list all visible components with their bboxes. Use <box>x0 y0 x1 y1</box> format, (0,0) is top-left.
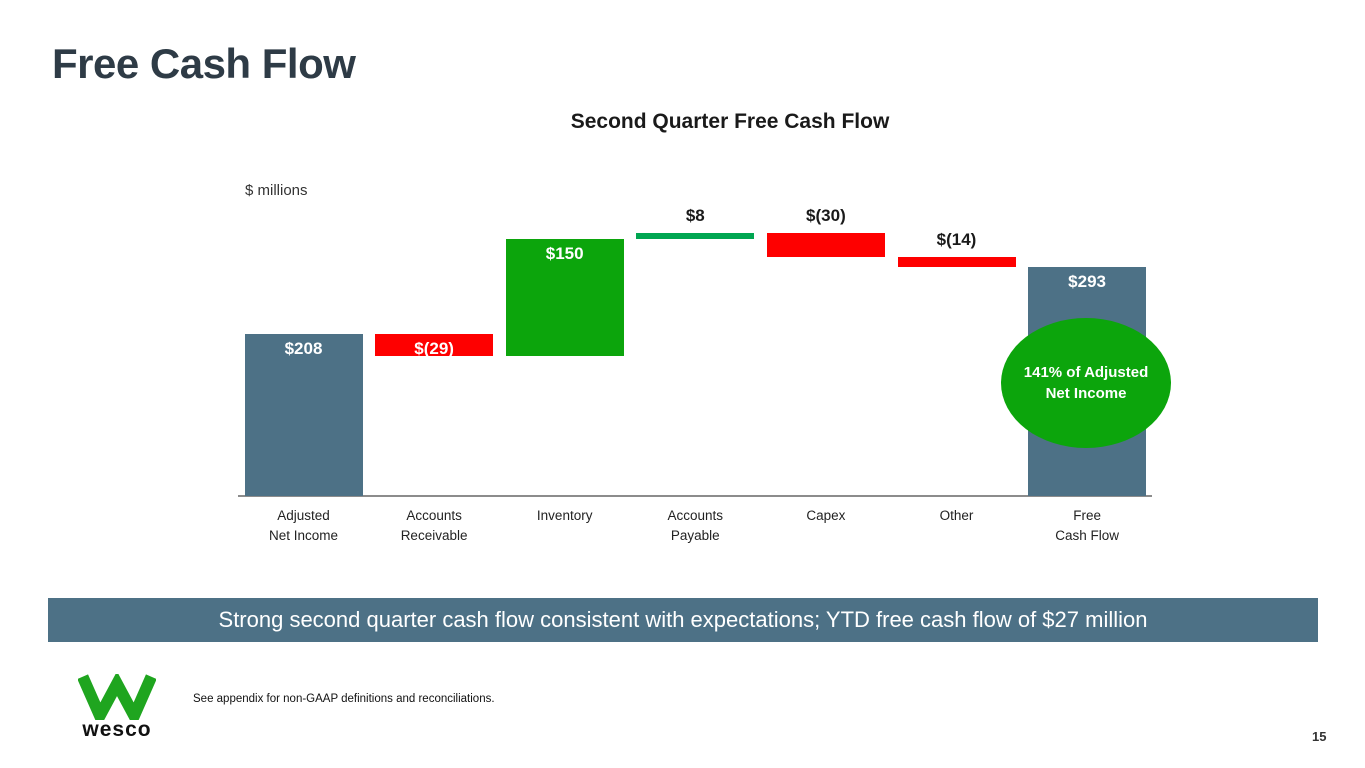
category-label: Accounts Receivable <box>400 508 468 543</box>
x-axis-line <box>238 495 1152 497</box>
units-label: $ millions <box>245 182 308 199</box>
bar-value-label: $208 <box>284 338 323 358</box>
annotation-text-line2: Net Income <box>1045 385 1127 402</box>
bar-value-label: $150 <box>545 244 584 264</box>
chart-title: Second Quarter Free Cash Flow <box>570 110 890 133</box>
takeaway-banner: Strong second quarter cash flow consiste… <box>48 598 1318 642</box>
waterfall-bar-4 <box>636 233 755 240</box>
category-label: Accounts Payable <box>667 508 724 543</box>
waterfall-bar-5 <box>766 233 885 257</box>
wesco-logo-w-icon <box>78 674 156 720</box>
category-label: Free Cash Flow <box>1055 508 1119 543</box>
category-label: Capex <box>806 508 846 523</box>
bar-value-label: $8 <box>685 206 705 226</box>
waterfall-bar-1 <box>244 333 363 496</box>
annotation-text-line1: 141% of Adjusted <box>1023 364 1149 381</box>
page-title: Free Cash Flow <box>52 40 356 87</box>
bar-value-label: $293 <box>1068 272 1106 292</box>
category-label: Adjusted Net Income <box>268 508 339 543</box>
takeaway-banner-text: Strong second quarter cash flow consiste… <box>218 607 1148 632</box>
page-number: 15 <box>1312 729 1327 744</box>
wesco-logo: wesco <box>76 674 158 742</box>
waterfall-bar-6 <box>897 256 1016 268</box>
annotation-ellipse: 141% of Adjusted Net Income <box>1001 318 1171 448</box>
wesco-logo-wordmark: wesco <box>82 718 152 741</box>
bar-value-label: $(29) <box>414 338 454 358</box>
waterfall-bar-3 <box>505 239 624 357</box>
category-label: Other <box>939 508 974 523</box>
footnote: See appendix for non-GAAP definitions an… <box>193 693 495 705</box>
bar-value-label: $(14) <box>936 229 977 249</box>
category-label: Inventory <box>536 508 593 523</box>
waterfall-bar-2 <box>375 333 494 357</box>
bar-value-label: $(30) <box>806 206 846 226</box>
